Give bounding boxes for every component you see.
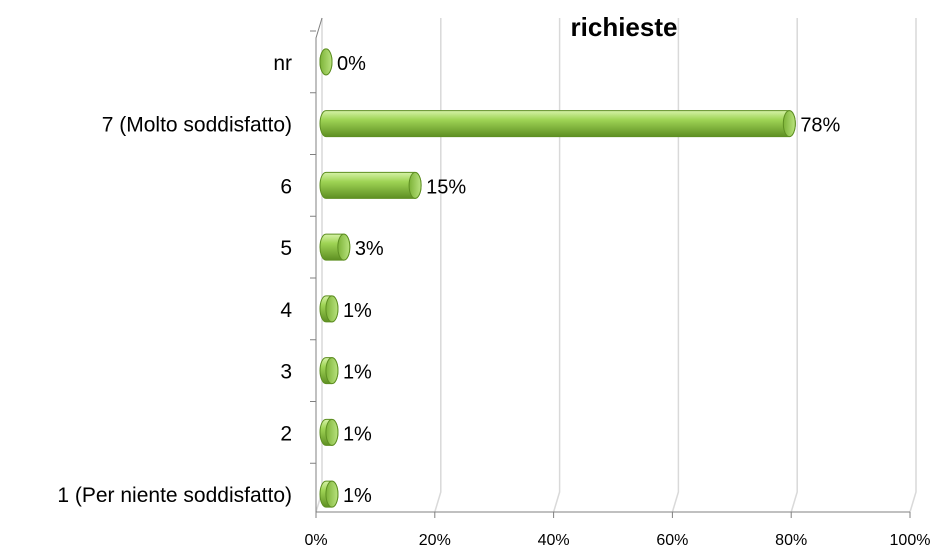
category-label: 5	[280, 237, 292, 260]
category-label: 7 (Molto soddisfatto)	[102, 114, 292, 137]
bar-cap	[325, 295, 339, 323]
data-label: 1%	[343, 485, 372, 507]
data-label: 0%	[337, 53, 366, 75]
bar-cap	[319, 48, 333, 76]
gridline	[909, 18, 917, 513]
data-label: 78%	[800, 115, 840, 137]
category-label: 3	[280, 361, 292, 384]
x-tick-label: 60%	[656, 532, 688, 549]
axes	[310, 17, 911, 518]
category-label: 4	[280, 299, 292, 322]
x-tick-label: 0%	[304, 532, 327, 549]
y-axis-line	[315, 17, 323, 512]
x-tick-label: 80%	[775, 532, 807, 549]
gridline	[552, 18, 561, 513]
data-label: 1%	[343, 300, 372, 322]
bar-cap	[408, 171, 422, 199]
category-label: 2	[280, 422, 292, 445]
category-label: nr	[273, 52, 292, 75]
data-label: 1%	[343, 423, 372, 445]
x-tick-label: 40%	[538, 532, 570, 549]
category-label: 6	[280, 175, 292, 198]
bar	[319, 110, 796, 138]
bar-cap	[337, 233, 351, 261]
x-tick-label: 100%	[890, 532, 931, 549]
labels: 0% 20% 40% 60% 80% 100% nr 0% 7 (Molto soddisfat…	[57, 52, 930, 549]
data-label: 3%	[355, 238, 384, 260]
bar	[319, 171, 422, 199]
gridline	[434, 18, 442, 513]
bar-cap	[325, 480, 339, 508]
category-label: 1 (Per niente soddisfatto)	[57, 484, 292, 507]
bar-cap	[325, 418, 339, 446]
bar-cap	[782, 110, 796, 138]
bars	[319, 48, 796, 508]
bar-cap	[325, 357, 339, 385]
data-label: 15%	[426, 176, 466, 198]
x-tick-label: 20%	[419, 532, 451, 549]
gridline	[671, 18, 680, 513]
chart-title: richieste	[571, 12, 678, 42]
gridline	[790, 18, 798, 513]
gridlines	[315, 18, 917, 513]
data-label: 1%	[343, 362, 372, 384]
